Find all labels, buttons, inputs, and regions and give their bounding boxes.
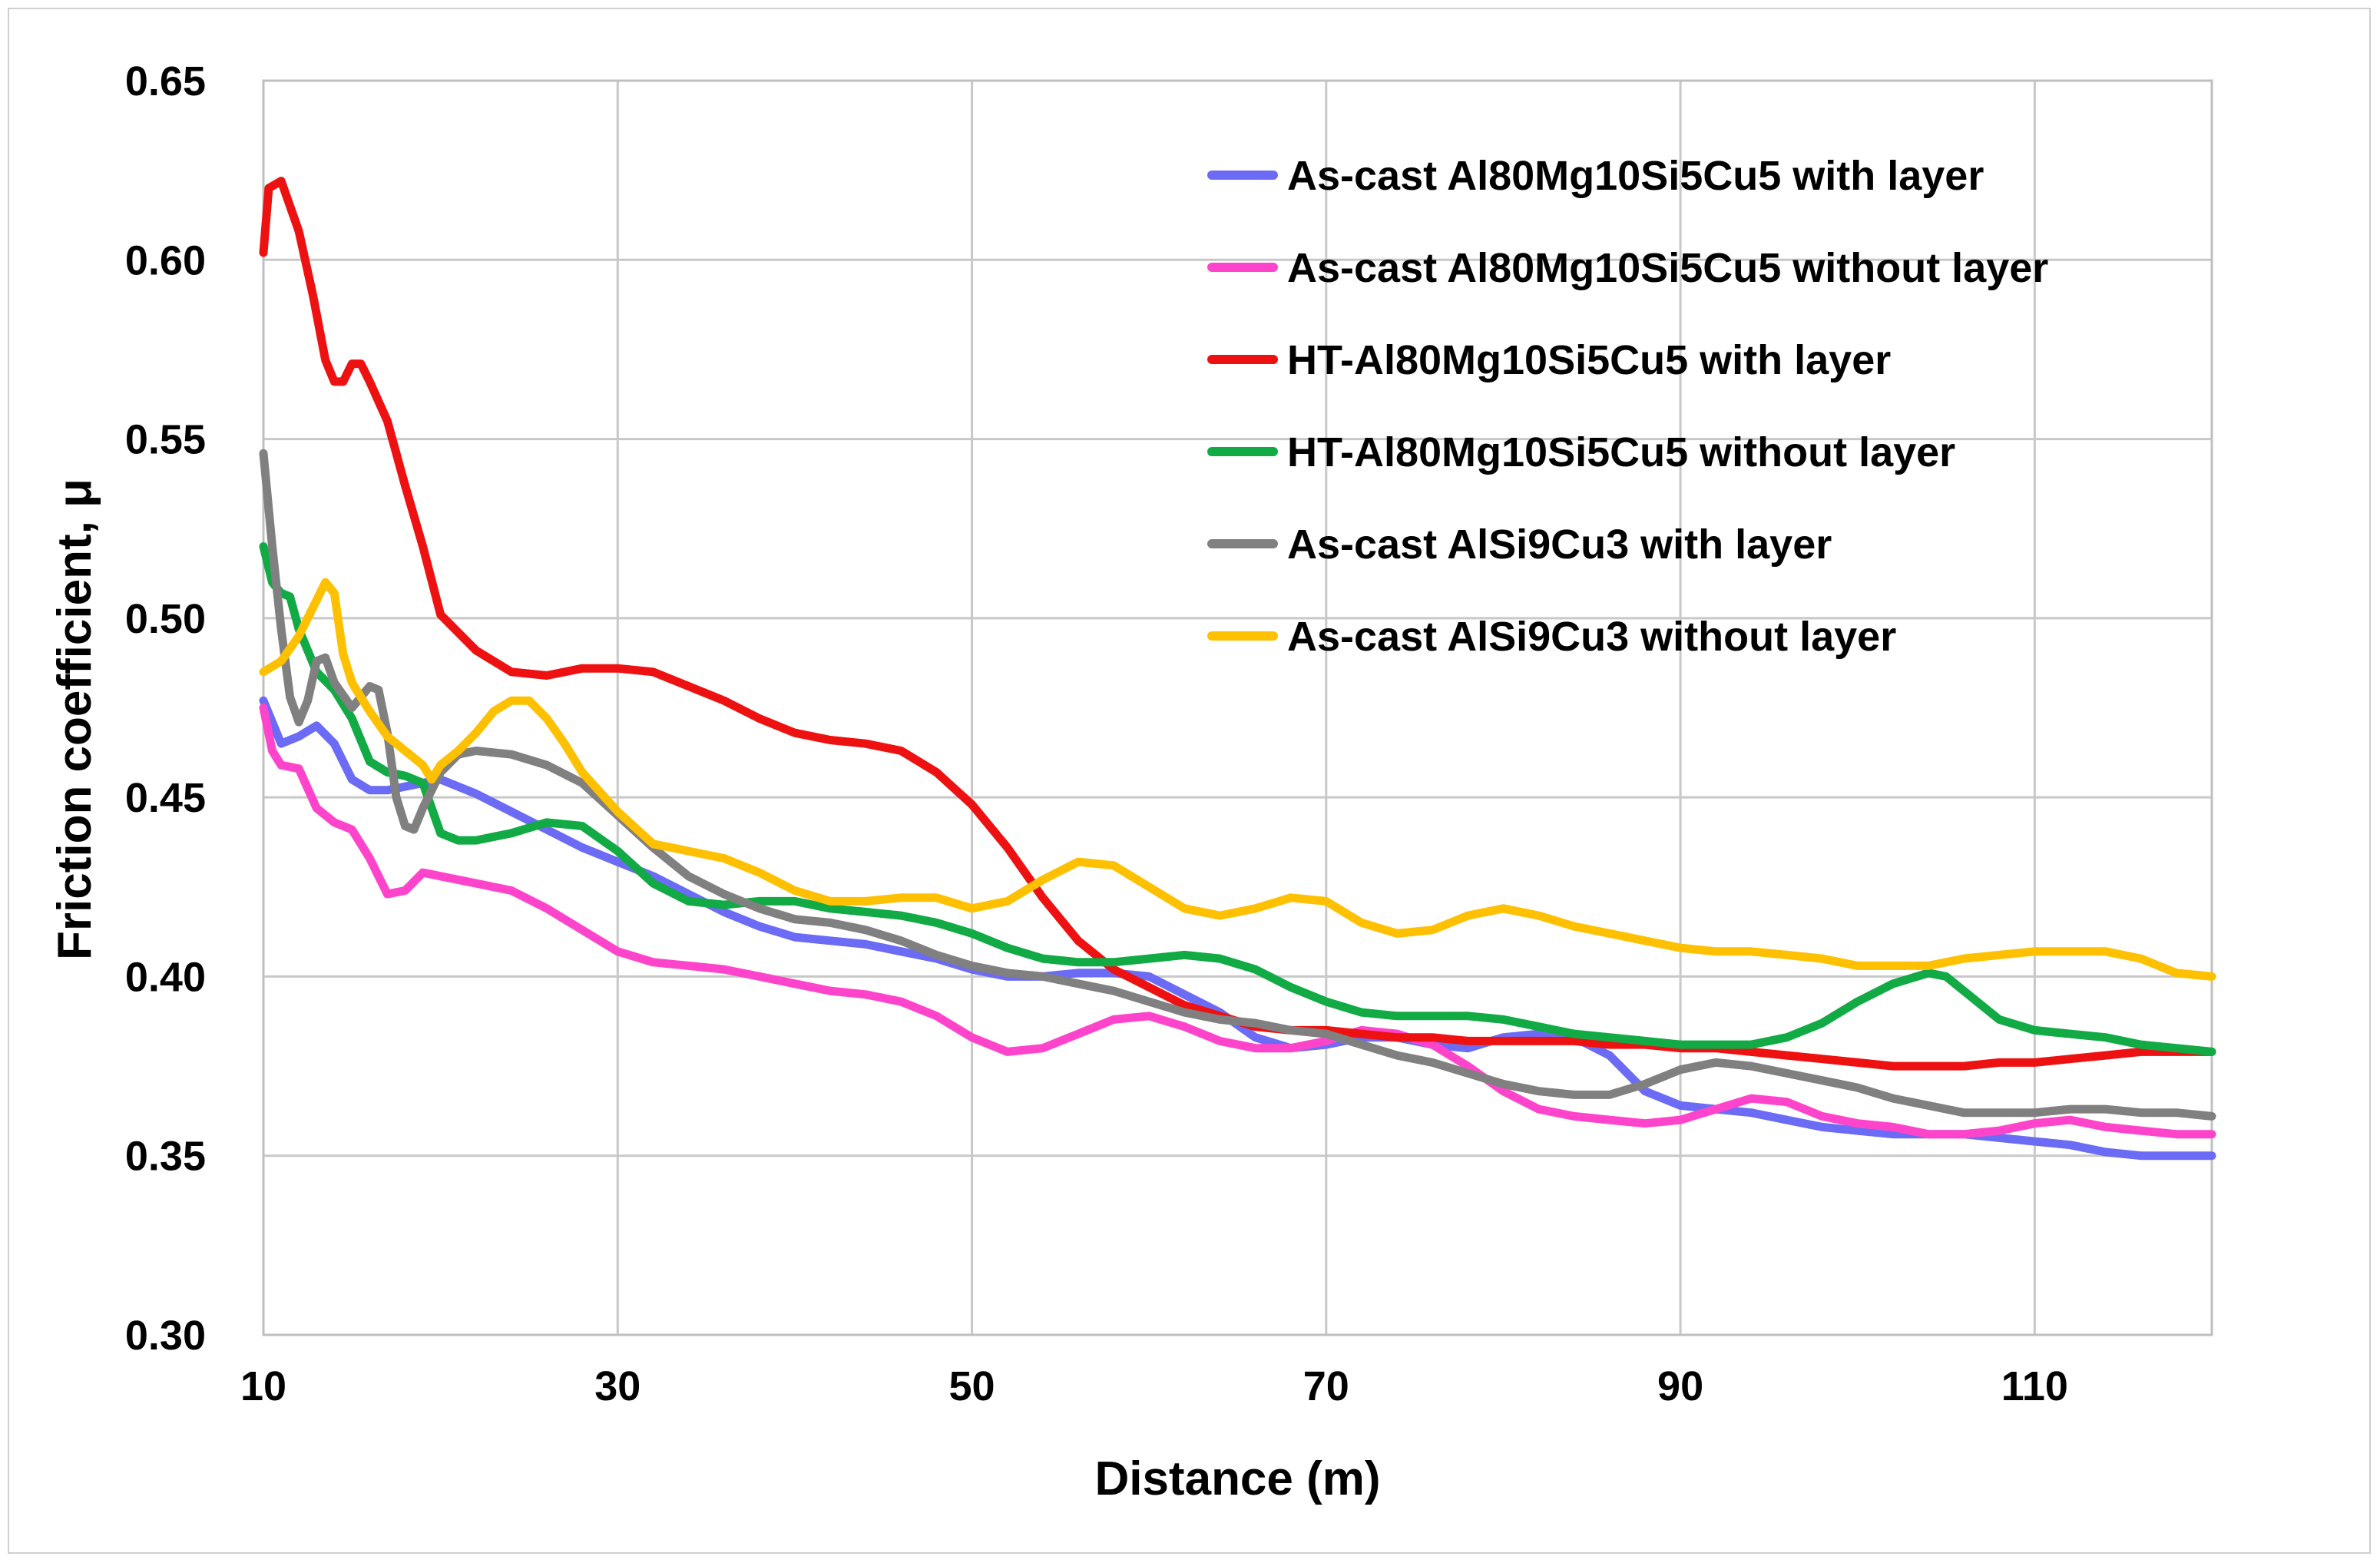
series-line-4 bbox=[259, 542, 2216, 1056]
chart-frame bbox=[8, 8, 2371, 1554]
legend-label-6: As-cast AlSi9Cu3 without layer bbox=[1287, 614, 1896, 660]
legend-label-3: HT-Al80Mg10Si5Cu5 with layer bbox=[1287, 337, 1891, 383]
legend: As-cast Al80Mg10Si5Cu5 with layer As-cast… bbox=[1207, 153, 2048, 660]
x-tick-labels: 10 30 50 70 90 110 bbox=[240, 1363, 2068, 1409]
y-tick-label: 0.40 bbox=[125, 954, 206, 1000]
series-line-1 bbox=[259, 696, 2216, 1161]
series-line-5 bbox=[259, 449, 2216, 1121]
legend-label-1: As-cast Al80Mg10Si5Cu5 with layer bbox=[1287, 153, 1984, 199]
y-tick-label: 0.45 bbox=[125, 775, 206, 821]
y-tick-label: 0.50 bbox=[125, 596, 206, 642]
y-tick-label: 0.55 bbox=[125, 417, 206, 463]
x-tick-label: 10 bbox=[240, 1363, 286, 1409]
y-tick-label: 0.65 bbox=[125, 58, 206, 104]
y-axis-title: Friction coefficient, μ bbox=[48, 479, 101, 960]
y-tick-label: 0.35 bbox=[125, 1134, 206, 1180]
y-tick-labels: 0.30 0.35 0.40 0.45 0.50 0.55 0.60 0.65 bbox=[125, 58, 206, 1359]
x-tick-label: 50 bbox=[949, 1363, 995, 1409]
x-tick-label: 110 bbox=[2001, 1363, 2068, 1409]
series-line-3 bbox=[259, 177, 2216, 1071]
x-axis-title: Distance (m) bbox=[1094, 1452, 1380, 1505]
legend-label-4: HT-Al80Mg10Si5Cu5 without layer bbox=[1287, 429, 1955, 475]
series-lines bbox=[259, 177, 2216, 1161]
x-tick-label: 70 bbox=[1303, 1363, 1349, 1409]
legend-label-5: As-cast AlSi9Cu3 with layer bbox=[1287, 522, 1832, 568]
y-tick-label: 0.60 bbox=[125, 237, 206, 283]
x-tick-label: 90 bbox=[1657, 1363, 1703, 1409]
y-tick-label: 0.30 bbox=[125, 1313, 206, 1359]
x-tick-label: 30 bbox=[594, 1363, 641, 1409]
series-line-6 bbox=[259, 578, 2216, 981]
legend-label-2: As-cast Al80Mg10Si5Cu5 without layer bbox=[1287, 245, 2048, 291]
series-line-2 bbox=[259, 704, 2216, 1139]
